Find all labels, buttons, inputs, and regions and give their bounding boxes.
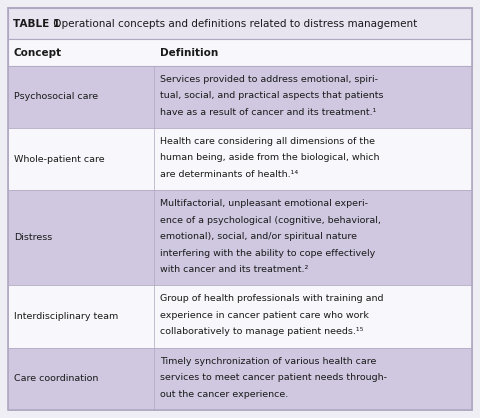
Text: collaboratively to manage patient needs.¹⁵: collaboratively to manage patient needs.… — [160, 327, 363, 336]
Text: Distress: Distress — [14, 233, 52, 242]
Bar — [8, 66, 472, 128]
Text: emotional), social, and/or spiritual nature: emotional), social, and/or spiritual nat… — [160, 232, 357, 241]
Text: Psychosocial care: Psychosocial care — [14, 92, 98, 101]
Text: out the cancer experience.: out the cancer experience. — [160, 390, 288, 398]
Bar — [8, 128, 472, 190]
Text: Health care considering all dimensions of the: Health care considering all dimensions o… — [160, 137, 375, 146]
Bar — [8, 8, 472, 39]
Text: Definition: Definition — [160, 48, 218, 58]
Text: experience in cancer patient care who work: experience in cancer patient care who wo… — [160, 311, 369, 320]
Text: Care coordination: Care coordination — [14, 375, 98, 383]
Text: are determinants of health.¹⁴: are determinants of health.¹⁴ — [160, 170, 298, 179]
Text: Concept: Concept — [14, 48, 62, 58]
Bar — [8, 190, 472, 285]
Text: Whole-patient care: Whole-patient care — [14, 155, 105, 164]
Bar — [8, 348, 472, 410]
Text: with cancer and its treatment.²: with cancer and its treatment.² — [160, 265, 309, 274]
Text: Interdisciplinary team: Interdisciplinary team — [14, 312, 118, 321]
Text: interfering with the ability to cope effectively: interfering with the ability to cope eff… — [160, 249, 375, 257]
Text: Operational concepts and definitions related to distress management: Operational concepts and definitions rel… — [50, 19, 417, 29]
Text: Multifactorial, unpleasant emotional experi-: Multifactorial, unpleasant emotional exp… — [160, 199, 368, 208]
Text: Group of health professionals with training and: Group of health professionals with train… — [160, 294, 384, 303]
Text: have as a result of cancer and its treatment.¹: have as a result of cancer and its treat… — [160, 107, 376, 117]
Text: TABLE 1: TABLE 1 — [13, 19, 60, 29]
Text: tual, social, and practical aspects that patients: tual, social, and practical aspects that… — [160, 91, 384, 100]
Text: Timely synchronization of various health care: Timely synchronization of various health… — [160, 357, 376, 366]
Bar — [8, 39, 472, 66]
Text: ence of a psychological (cognitive, behavioral,: ence of a psychological (cognitive, beha… — [160, 216, 381, 225]
Text: services to meet cancer patient needs through-: services to meet cancer patient needs th… — [160, 373, 387, 382]
Text: human being, aside from the biological, which: human being, aside from the biological, … — [160, 153, 380, 163]
Bar — [8, 285, 472, 348]
Text: Services provided to address emotional, spiri-: Services provided to address emotional, … — [160, 75, 378, 84]
